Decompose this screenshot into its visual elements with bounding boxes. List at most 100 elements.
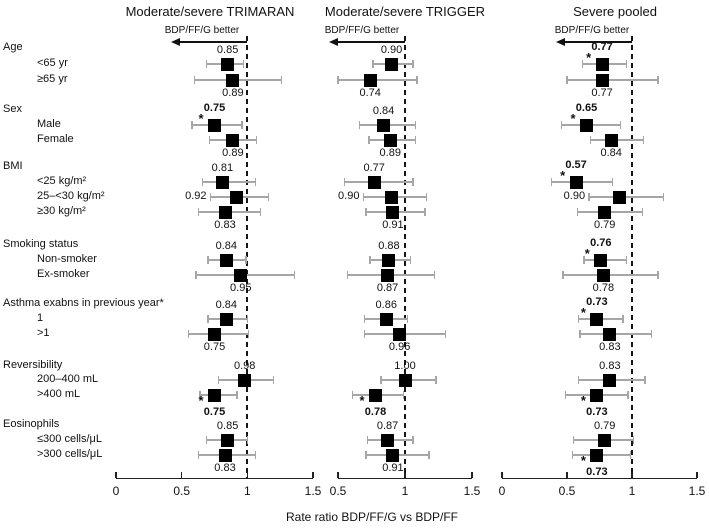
point-estimate-marker	[596, 268, 610, 282]
point-estimate-marker	[604, 133, 618, 147]
ci-cap	[194, 76, 196, 84]
ci-cap	[444, 330, 446, 338]
ci-cap	[589, 136, 592, 144]
ci-cap	[246, 436, 249, 444]
point-estimate-marker	[381, 268, 395, 282]
point-estimate-marker	[594, 253, 608, 267]
estimate-value-label: 0.95	[230, 282, 252, 294]
ci-cap	[619, 121, 621, 129]
estimate-value-label: 0.90	[380, 44, 403, 56]
estimate-value-label: 0.96	[388, 341, 411, 353]
point-estimate-marker	[590, 388, 604, 402]
better-direction-label: BDP/FF/G better	[164, 25, 240, 36]
ci-cap	[362, 193, 365, 201]
ci-cap	[424, 208, 426, 216]
point-estimate-marker	[363, 73, 377, 87]
ci-cap	[650, 330, 653, 338]
ci-cap	[630, 451, 632, 459]
ci-cap	[344, 178, 346, 186]
estimate-value-label: 0.79	[593, 219, 616, 231]
estimate-value-label: 0.89	[222, 87, 244, 99]
group-label: Asthma exabns in previous year*	[3, 297, 164, 309]
estimate-value-label: 0.65	[575, 102, 598, 114]
ci-cap	[588, 193, 590, 201]
ci-cap	[245, 256, 247, 264]
better-direction-arrow	[564, 41, 632, 43]
axis-tick-label: 0	[498, 484, 506, 498]
point-estimate-marker	[598, 205, 612, 219]
point-estimate-marker	[218, 205, 232, 219]
estimate-value-label: 0.84	[600, 147, 622, 159]
ci-cap	[611, 178, 614, 186]
subgroup-label: >1	[37, 327, 50, 339]
ci-cap	[187, 330, 189, 338]
significance-star: *	[584, 246, 590, 261]
better-direction-label: BDP/FF/G better	[554, 25, 630, 36]
ci-cap	[581, 60, 584, 68]
ci-cap	[352, 391, 354, 399]
better-direction-arrow	[179, 41, 248, 43]
ci-cap	[217, 376, 220, 384]
ci-cap	[657, 271, 659, 279]
point-estimate-marker	[215, 175, 229, 189]
ci-cap	[236, 391, 238, 399]
ci-cap	[208, 136, 210, 144]
estimate-value-label: 0.88	[378, 240, 400, 252]
estimate-value-label: 0.75	[203, 341, 226, 353]
estimate-value-label: 0.89	[222, 147, 244, 159]
group-label: BMI	[3, 160, 23, 172]
point-estimate-marker	[385, 57, 399, 71]
ci-cap	[643, 136, 645, 144]
ci-cap	[412, 436, 414, 444]
ci-cap	[579, 330, 581, 338]
ci-cap	[435, 376, 437, 384]
estimate-value-label: 0.91	[382, 462, 404, 474]
axis-tick-label: 1.5	[304, 484, 322, 498]
axis-tick-label: 1.5	[688, 484, 706, 498]
ci-cap	[583, 256, 585, 264]
ci-cap	[627, 391, 629, 399]
ci-cap	[198, 208, 200, 216]
point-estimate-marker	[377, 118, 391, 132]
estimate-value-label: 1.00	[394, 360, 416, 372]
significance-star: *	[580, 393, 586, 408]
estimate-value-label: 0.85	[216, 420, 239, 432]
estimate-value-label: 0.83	[214, 219, 236, 231]
x-axis	[116, 478, 313, 480]
point-estimate-marker	[382, 253, 396, 267]
axis-tick-label: 1.5	[463, 484, 481, 498]
point-estimate-marker	[590, 312, 604, 326]
point-estimate-marker	[603, 373, 617, 387]
point-estimate-marker	[398, 373, 412, 387]
point-estimate-marker	[221, 57, 235, 71]
estimate-value-label: 0.73	[586, 406, 608, 418]
axis-tick	[696, 472, 698, 478]
ci-cap	[372, 60, 374, 68]
ci-cap	[346, 271, 349, 279]
estimate-value-label: 0.83	[214, 462, 236, 474]
x-axis	[502, 478, 697, 480]
point-estimate-marker	[208, 118, 221, 132]
ci-cap	[433, 271, 436, 279]
ci-cap	[293, 271, 296, 279]
estimate-value-label: 0.77	[591, 41, 613, 53]
axis-tick-label: 0.5	[558, 484, 576, 498]
group-label: Age	[3, 41, 23, 53]
estimate-value-label: 0.98	[233, 360, 256, 372]
point-estimate-marker	[580, 118, 593, 132]
ci-cap	[358, 121, 361, 129]
point-estimate-marker	[612, 190, 626, 204]
ci-cap	[267, 193, 270, 201]
ci-cap	[662, 193, 664, 201]
subgroup-label: >300 cells/μL	[37, 448, 103, 460]
estimate-value-label: 0.86	[375, 299, 397, 311]
ci-cap	[242, 60, 245, 68]
estimate-value-label: 0.73	[586, 466, 608, 478]
ci-cap	[207, 256, 209, 264]
group-label: Smoking status	[3, 238, 79, 250]
ci-cap	[425, 193, 428, 201]
x-axis-title: Rate ratio BDP/FF/G vs BDP/FF	[285, 510, 459, 524]
ci-cap	[364, 330, 366, 338]
ci-cap	[205, 436, 208, 444]
ci-cap	[632, 436, 634, 444]
